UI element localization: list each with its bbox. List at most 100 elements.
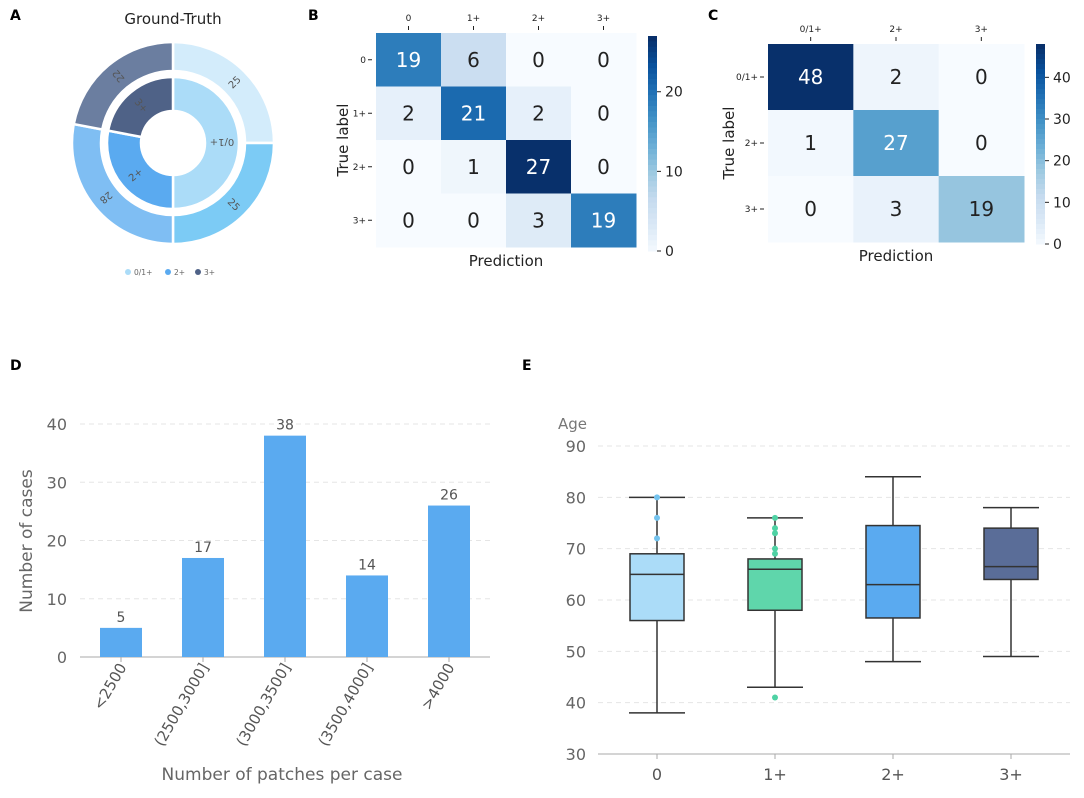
heatmap-cell-value: 3 [890, 197, 903, 221]
heatmap-cell-value: 0 [975, 65, 988, 89]
heatmap-cell [441, 193, 507, 248]
x-axis-title: Prediction [469, 252, 544, 270]
colorbar-segment [1036, 49, 1045, 55]
colorbar-segment [1036, 214, 1045, 220]
colorbar-tick-label: 40 [1053, 70, 1071, 86]
box [629, 553, 685, 622]
colorbar-segment [648, 52, 657, 58]
heatmap-cell [441, 33, 507, 87]
heatmap-cell-value: 0 [467, 208, 480, 232]
donut-inner-slice [105, 129, 175, 211]
y-tick-label: 2+ [745, 139, 758, 149]
colorbar-segment [1036, 64, 1045, 70]
x-axis-title: Number of patches per case [162, 765, 403, 785]
bar-value-label: 5 [117, 610, 126, 626]
colorbar-segment [1036, 54, 1045, 60]
donut-inner-slice [171, 75, 241, 211]
colorbar-segment [648, 100, 657, 107]
y-tick-label: 0 [360, 56, 366, 66]
colorbar-segment [648, 122, 657, 128]
colorbar-segment [1036, 189, 1045, 195]
colorbar-segment [648, 213, 657, 220]
heatmap-cell-value: 0 [402, 155, 415, 179]
panel-letter-a: A [10, 8, 21, 24]
x-tick-label: 3+ [999, 765, 1023, 784]
colorbar-segment [648, 138, 657, 144]
colorbar-segment [1036, 164, 1045, 170]
y-axis-title: True label [334, 104, 352, 178]
colorbar-segment [648, 224, 657, 230]
heatmap-cell [376, 33, 442, 87]
y-tick-label: 40 [47, 415, 67, 434]
heatmap-cell-value: 0 [597, 48, 610, 72]
bar [182, 557, 224, 657]
x-axis-title: Prediction [859, 247, 934, 265]
colorbar-segment [1036, 169, 1045, 175]
colorbar-segment [648, 181, 657, 187]
colorbar-tick-label: 20 [665, 85, 683, 101]
colorbar-segment [648, 234, 657, 241]
heatmap-cell [938, 110, 1025, 177]
y-tick-label: 3+ [353, 216, 366, 226]
heatmap-cell [768, 176, 854, 243]
heatmap-cell [938, 44, 1025, 111]
colorbar-segment [1036, 154, 1045, 160]
x-tick-label: 0/1+ [800, 25, 822, 35]
colorbar-segment [1036, 99, 1045, 105]
bar-value-label: 17 [194, 540, 212, 556]
colorbar-segment [648, 229, 657, 236]
colorbar-segment [648, 154, 657, 161]
outlier-point [772, 550, 778, 557]
colorbar-segment [1036, 119, 1045, 125]
colorbar-segment [648, 202, 657, 209]
colorbar-segment [648, 186, 657, 193]
y-axis-title: Age [558, 415, 587, 433]
colorbar-segment [648, 57, 657, 64]
heatmap-cell-value: 0 [804, 197, 817, 221]
outlier-point [772, 514, 778, 521]
donut-inner-slice [106, 75, 175, 139]
heatmap-cell-value: 2 [402, 101, 415, 125]
colorbar-segment [1036, 234, 1045, 240]
heatmap-cell-value: 0 [597, 101, 610, 125]
heatmap-cell [506, 86, 572, 141]
heatmap-cell-value: 19 [591, 208, 616, 232]
outlier-point [772, 545, 778, 552]
heatmap-cell-value: 3 [532, 208, 545, 232]
colorbar-segment [1036, 149, 1045, 155]
y-tick-label: 10 [47, 590, 67, 609]
colorbar-segment [1036, 224, 1045, 230]
panel-letter-c: C [708, 8, 718, 24]
heatmap-cell [853, 44, 940, 111]
colorbar-segment [1036, 144, 1045, 150]
colorbar-segment [648, 84, 657, 91]
outlier-point [772, 694, 778, 701]
heatmap-cell [506, 193, 572, 248]
heatmap-cell [441, 140, 507, 194]
colorbar-segment [648, 175, 657, 182]
colorbar-tick-label: 10 [665, 164, 683, 180]
heatmap-cell [441, 86, 507, 141]
heatmap-cell-value: 2 [890, 65, 903, 89]
colorbar-segment [1036, 84, 1045, 90]
heatmap-cell-value: 6 [467, 48, 480, 72]
heatmap-cell-value: 0 [402, 208, 415, 232]
colorbar-segment [1036, 59, 1045, 65]
colorbar-segment [648, 191, 657, 198]
colorbar-segment [1036, 79, 1045, 85]
y-tick-label: 40 [566, 694, 586, 713]
y-tick-label: 30 [566, 745, 586, 764]
colorbar-segment [1036, 44, 1045, 50]
legend-swatch [165, 269, 171, 275]
y-tick-label: 50 [566, 642, 586, 661]
heatmap-cell-value: 2 [532, 101, 545, 125]
x-tick-label: 1+ [467, 14, 480, 24]
heatmap-cell [571, 193, 637, 248]
heatmap-cell-value: 27 [883, 131, 908, 155]
colorbar-segment [648, 105, 657, 112]
colorbar-segment [648, 111, 657, 118]
heatmap-cell [938, 176, 1025, 243]
y-tick-label: 2+ [353, 163, 366, 173]
